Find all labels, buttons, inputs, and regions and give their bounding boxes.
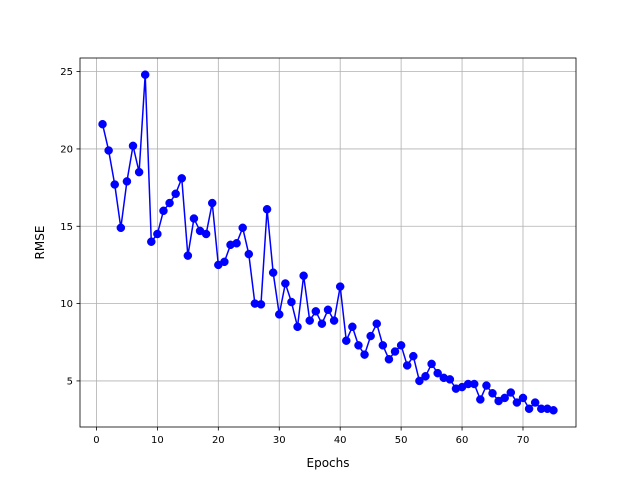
data-point [469, 379, 479, 389]
data-point [342, 336, 351, 345]
axes-frame [79, 57, 577, 428]
data-point [287, 297, 296, 307]
x-tick-label: 70 [517, 435, 530, 446]
x-tick-label: 10 [151, 435, 164, 446]
data-point [482, 381, 491, 390]
data-point [549, 406, 558, 415]
data-point [390, 347, 400, 356]
data-point [329, 316, 339, 325]
data-point [524, 404, 534, 413]
data-point [512, 398, 522, 407]
data-point [201, 229, 211, 239]
data-point [189, 214, 199, 223]
data-point [366, 331, 375, 341]
data-point [396, 341, 406, 350]
axes-background [80, 58, 576, 427]
data-point [140, 70, 150, 79]
data-point [354, 341, 363, 350]
data-point [348, 322, 357, 332]
data-point [159, 206, 168, 216]
data-point [116, 223, 126, 233]
data-point [360, 350, 369, 359]
data-point [110, 180, 119, 189]
data-point [262, 205, 272, 214]
data-point [171, 189, 180, 199]
y-axis-ticks: 5 10 15 20 25 [60, 67, 80, 388]
x-tick-label: 20 [212, 435, 225, 446]
data-point [421, 372, 430, 381]
data-point [500, 393, 509, 403]
x-axis-ticks: 0 10 20 30 40 50 60 70 [93, 427, 529, 446]
data-point [323, 305, 333, 315]
data-point [293, 322, 302, 332]
data-point [134, 167, 144, 177]
data-point [275, 310, 284, 319]
data-point [299, 271, 308, 280]
x-tick-label: 50 [395, 435, 408, 446]
plot-area [79, 57, 577, 428]
data-point [98, 119, 107, 129]
data-point [128, 141, 138, 151]
y-tick-label: 25 [60, 67, 73, 78]
data-point [256, 300, 266, 309]
x-tick-label: 60 [456, 435, 469, 446]
data-point [335, 282, 345, 291]
data-point [530, 398, 540, 407]
x-tick-label: 40 [334, 435, 347, 446]
x-tick-label: 0 [93, 435, 99, 446]
data-point [488, 389, 497, 398]
data-point [476, 395, 485, 404]
data-point [147, 237, 156, 246]
data-point [409, 351, 418, 361]
data-point [317, 319, 327, 328]
data-point [232, 239, 241, 248]
data-point [402, 361, 412, 370]
y-tick-label: 15 [60, 222, 73, 233]
data-point [445, 375, 455, 384]
data-point [238, 223, 247, 233]
y-tick-label: 5 [67, 377, 73, 388]
data-point [311, 307, 321, 316]
data-point [518, 393, 528, 403]
data-point [165, 198, 174, 208]
data-point [244, 249, 254, 259]
y-tick-label: 10 [60, 299, 73, 310]
data-point [372, 319, 381, 328]
y-axis-label: RMSE [33, 226, 47, 260]
data-point [433, 368, 442, 378]
data-point [177, 174, 187, 183]
data-point [207, 198, 217, 208]
data-point [427, 359, 436, 369]
y-tick-label: 20 [60, 145, 73, 156]
data-point [384, 355, 394, 364]
data-point [183, 251, 193, 260]
data-point [220, 257, 229, 267]
data-point [281, 279, 290, 288]
data-point [153, 229, 162, 239]
data-point [122, 177, 132, 186]
grid-layer [80, 58, 576, 427]
series-layer [98, 70, 558, 415]
x-axis-label: Epochs [307, 456, 350, 470]
data-point [104, 146, 113, 155]
data-point [506, 388, 516, 397]
data-point [305, 316, 314, 325]
data-point [378, 341, 388, 350]
x-tick-label: 30 [273, 435, 286, 446]
data-point [268, 268, 278, 277]
data-point [415, 376, 424, 386]
